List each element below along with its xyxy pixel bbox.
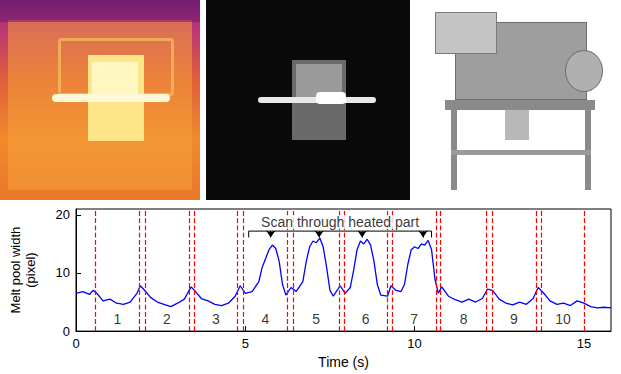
svg-text:15: 15 bbox=[577, 336, 591, 351]
svg-text:Melt pool width: Melt pool width bbox=[8, 227, 23, 314]
svg-text:0: 0 bbox=[72, 336, 79, 351]
svg-text:9: 9 bbox=[510, 311, 518, 327]
svg-text:6: 6 bbox=[362, 311, 370, 327]
svg-text:20: 20 bbox=[56, 207, 70, 222]
svg-text:8: 8 bbox=[460, 311, 468, 327]
svg-text:2: 2 bbox=[163, 311, 171, 327]
svg-text:1: 1 bbox=[114, 311, 122, 327]
svg-text:5: 5 bbox=[312, 311, 320, 327]
svg-text:10: 10 bbox=[407, 336, 421, 351]
svg-text:10: 10 bbox=[555, 311, 571, 327]
svg-text:4: 4 bbox=[261, 311, 269, 327]
svg-text:3: 3 bbox=[212, 311, 220, 327]
svg-text:Time (s): Time (s) bbox=[318, 354, 369, 370]
svg-text:10: 10 bbox=[56, 265, 70, 280]
svg-text:(pixel): (pixel) bbox=[23, 252, 38, 287]
svg-text:0: 0 bbox=[63, 324, 70, 339]
svg-text:7: 7 bbox=[410, 311, 418, 327]
svg-text:5: 5 bbox=[242, 336, 249, 351]
svg-text:Scan through heated part: Scan through heated part bbox=[261, 214, 419, 230]
